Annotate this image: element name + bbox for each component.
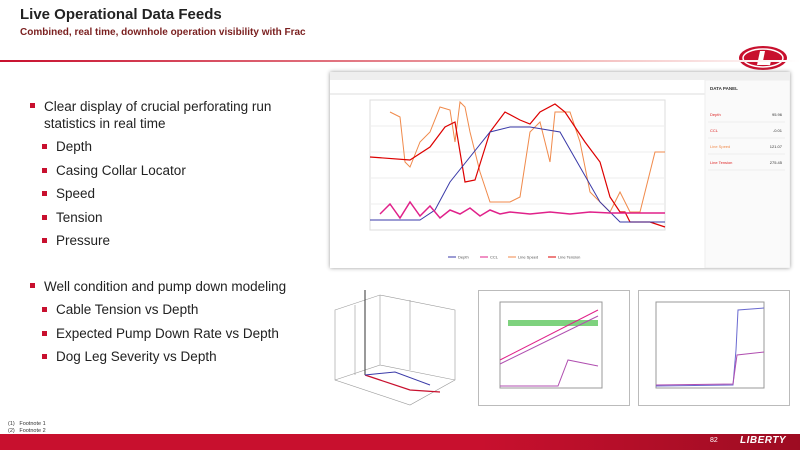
- bullet: Clear display of crucial perforating run…: [30, 98, 300, 132]
- logo: [739, 46, 787, 70]
- footnote: (1) Footnote 1: [8, 421, 46, 427]
- bullet: Well condition and pump down modeling: [30, 278, 320, 295]
- legend-label: Depth: [458, 255, 469, 260]
- brand: LIBERTY: [740, 435, 787, 446]
- footnote-marker: (2): [8, 428, 15, 434]
- sub-bullet: Casing Collar Locator: [42, 159, 300, 183]
- legend-label: CCL: [490, 255, 499, 260]
- legend-label: Line Tension: [558, 255, 580, 260]
- footnote-text: Footnote 2: [19, 428, 46, 434]
- screenshot-graphic: DATA PANEL Depth 95.96 CCL -0.01 Line Sp…: [330, 72, 791, 269]
- sub-bullet: Expected Pump Down Rate vs Depth: [42, 322, 320, 346]
- sub-bullet: Depth: [42, 135, 300, 159]
- tension-plot: [478, 290, 630, 406]
- panel-value: 121.07: [770, 144, 783, 149]
- screenshot: DATA PANEL Depth 95.96 CCL -0.01 Line Sp…: [330, 72, 791, 269]
- footnote: (2) Footnote 2: [8, 428, 46, 434]
- pumpdown-plot: [638, 290, 790, 406]
- sub-bullet: Pressure: [42, 229, 300, 253]
- panel-label: Line Speed: [710, 144, 730, 149]
- panel-label: Depth: [710, 112, 721, 117]
- 3d-plot: [334, 290, 456, 406]
- panel-title: DATA PANEL: [710, 86, 738, 91]
- sub-bullet: Tension: [42, 206, 300, 230]
- panel-value: 95.96: [772, 112, 783, 117]
- footer-bar: [0, 434, 800, 450]
- header-rule: [0, 60, 800, 62]
- panel-value: 275.45: [770, 160, 783, 165]
- page-number: 82: [710, 437, 718, 444]
- footnote-text: Footnote 1: [19, 421, 46, 427]
- panel-label: CCL: [710, 128, 719, 133]
- footnote-marker: (1): [8, 421, 15, 427]
- panel-value: -0.01: [773, 128, 783, 133]
- bullet-group: Clear display of crucial perforating run…: [30, 98, 300, 253]
- bullet-group: Well condition and pump down modeling Ca…: [30, 278, 320, 369]
- sub-bullet: Dog Leg Severity vs Depth: [42, 345, 320, 369]
- sub-bullet: Cable Tension vs Depth: [42, 298, 320, 322]
- subtitle: Combined, real time, downhole operation …: [20, 27, 306, 38]
- title: Live Operational Data Feeds: [20, 6, 222, 23]
- panel-label: Line Tension: [710, 160, 732, 165]
- legend-label: Line Speed: [518, 255, 538, 260]
- sub-bullet: Speed: [42, 182, 300, 206]
